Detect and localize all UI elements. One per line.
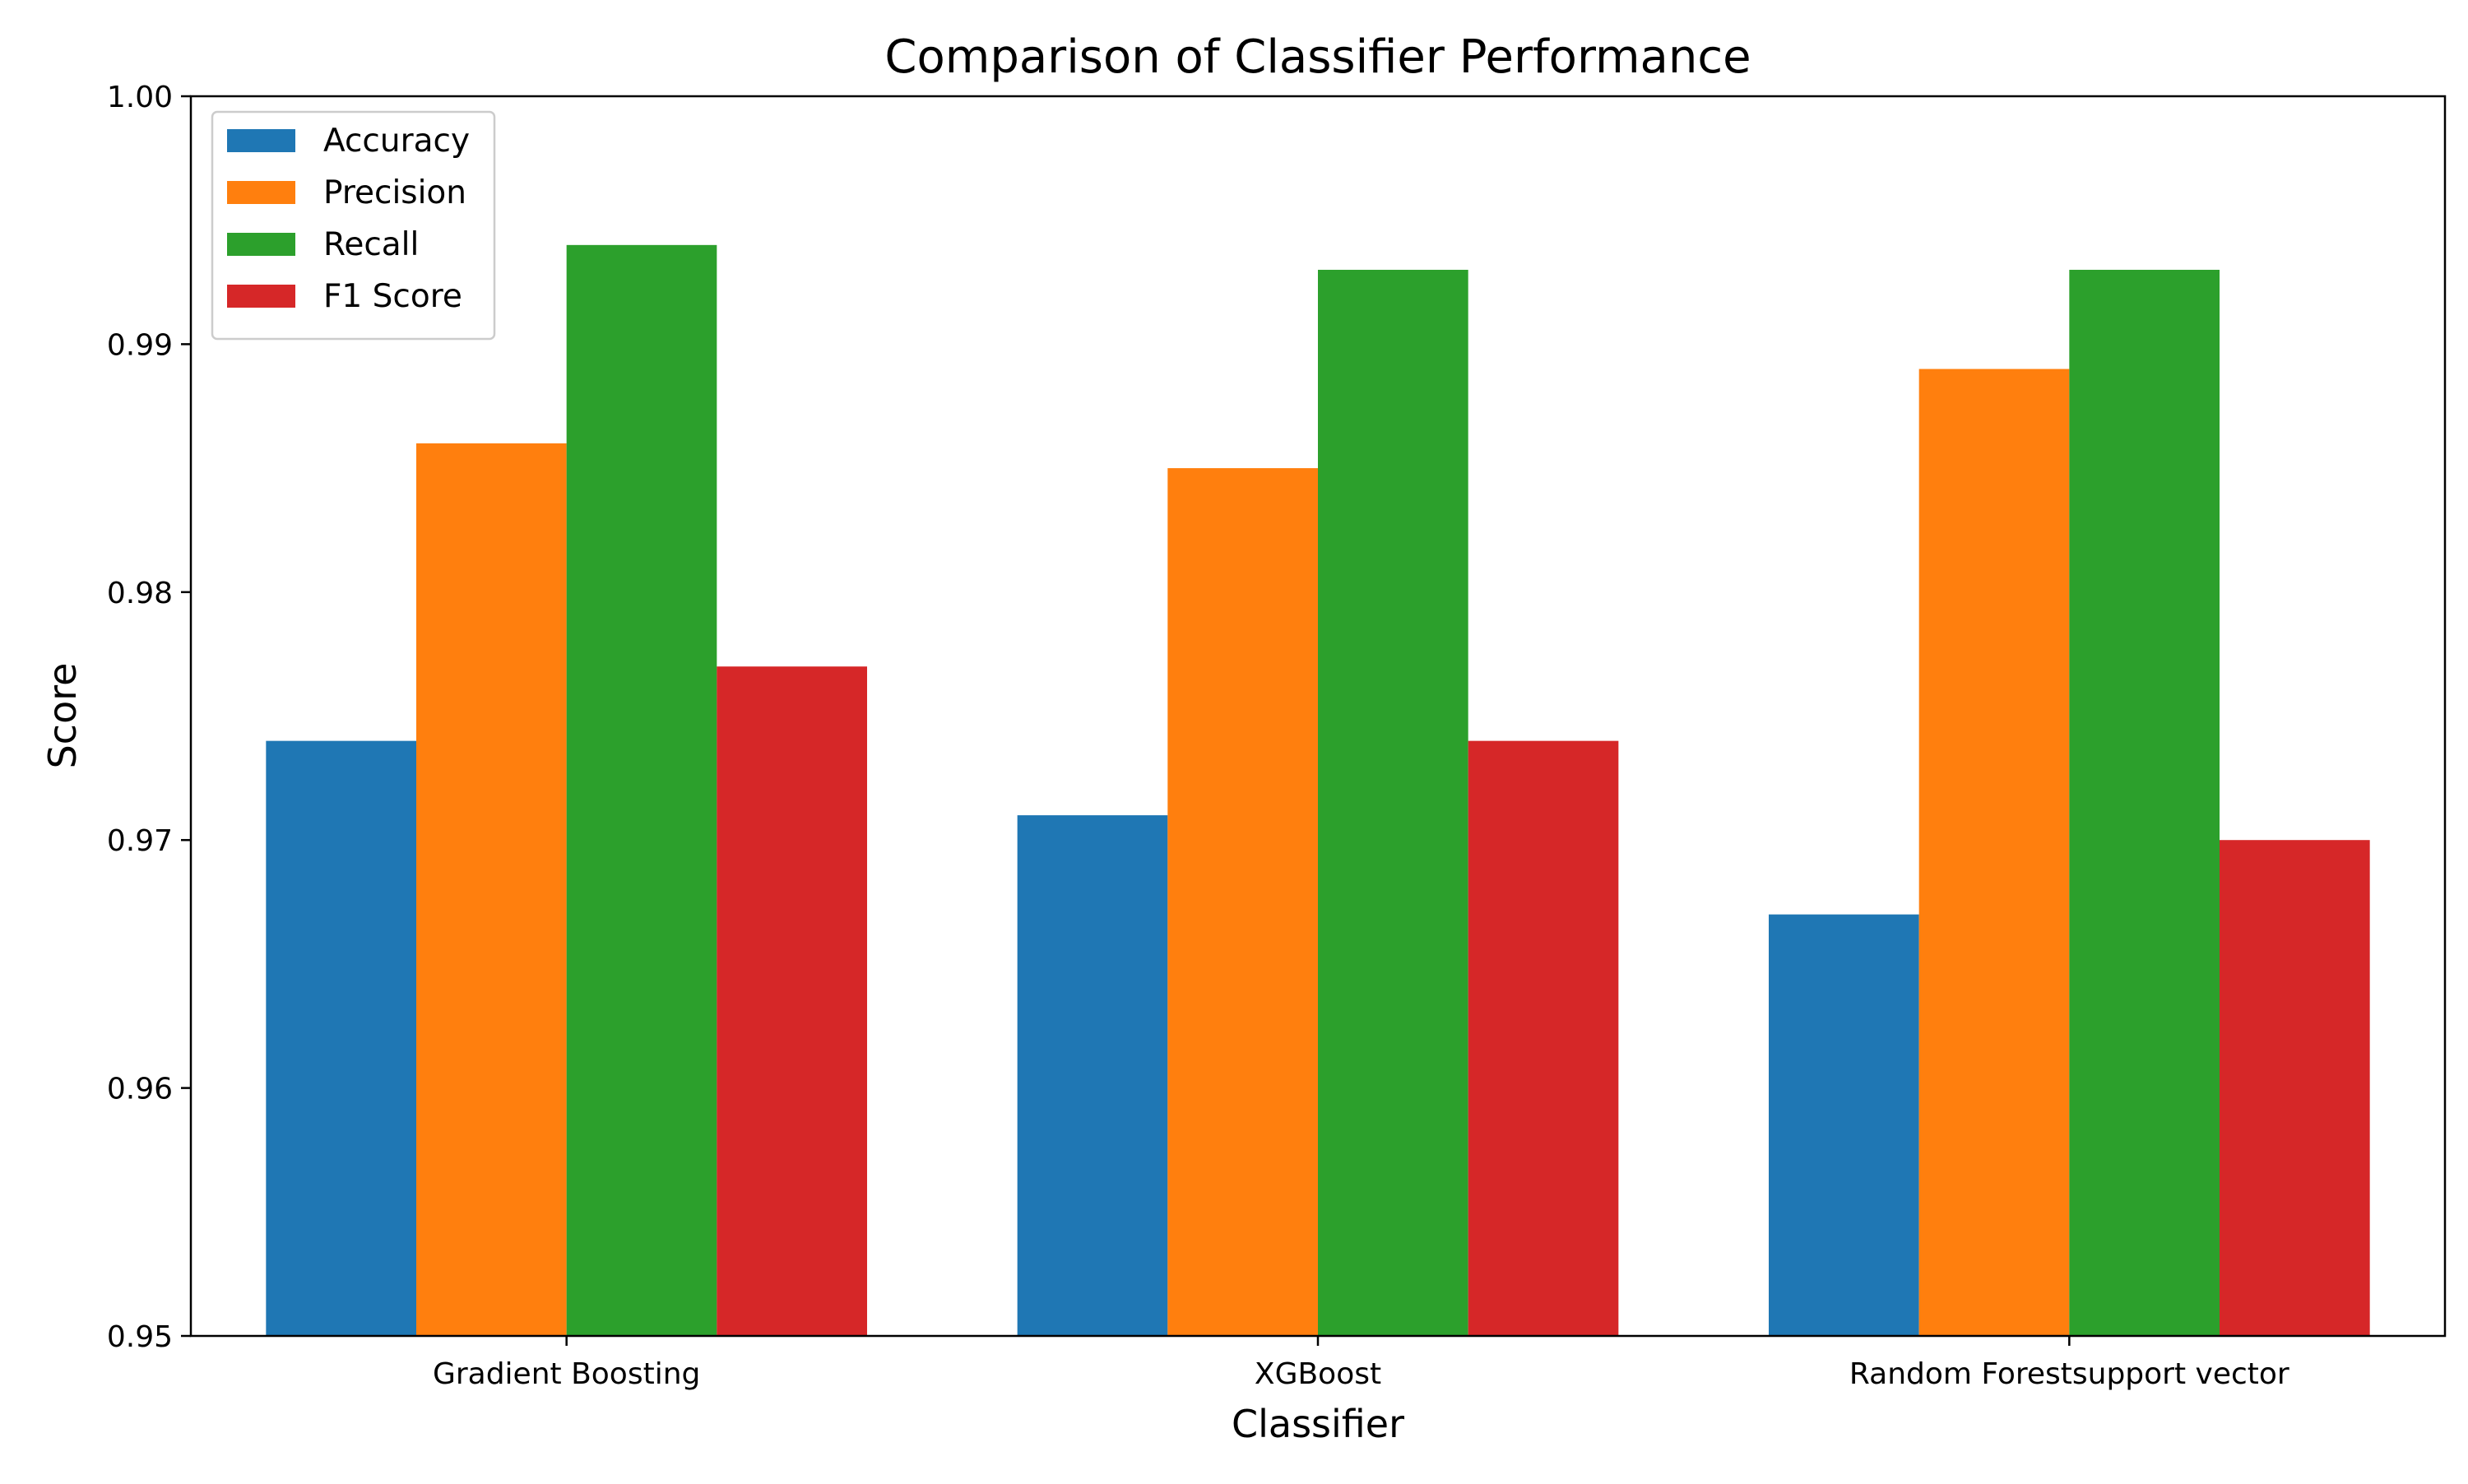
legend-swatch-precision <box>227 181 295 204</box>
bar-f1-score <box>2220 840 2370 1336</box>
y-tick-label: 0.99 <box>107 328 173 362</box>
bar-recall <box>1318 269 1468 1337</box>
legend: Accuracy Precision Recall F1 Score <box>211 110 496 341</box>
x-tick-label: Gradient Boosting <box>433 1357 700 1391</box>
y-tick-label: 0.95 <box>107 1320 173 1354</box>
legend-label-f1-score: F1 Score <box>323 278 462 315</box>
bar-precision <box>416 443 567 1337</box>
bar-precision <box>1918 369 2070 1336</box>
bar-f1-score <box>1468 740 1619 1336</box>
bar-recall <box>2069 269 2220 1337</box>
bars-layer <box>266 244 2370 1337</box>
y-tick-label: 1.00 <box>107 81 173 114</box>
y-tick-label: 0.96 <box>107 1073 173 1106</box>
bar-accuracy <box>1017 815 1168 1336</box>
bar-f1-score <box>717 666 867 1336</box>
legend-label-precision: Precision <box>323 174 466 211</box>
legend-swatch-accuracy <box>227 129 295 152</box>
x-axis-title: Classifier <box>1232 1402 1404 1446</box>
bar-precision <box>1167 468 1318 1336</box>
bar-accuracy <box>266 740 416 1336</box>
x-tick-label: XGBoost <box>1255 1357 1381 1391</box>
legend-box <box>211 110 496 341</box>
y-tick-label: 0.97 <box>107 824 173 858</box>
legend-swatch-f1-score <box>227 285 295 308</box>
x-tick-label: Random Forestsupport vector <box>1849 1357 2289 1391</box>
bar-recall <box>566 244 717 1337</box>
legend-label-accuracy: Accuracy <box>323 123 470 160</box>
bar-accuracy <box>1769 914 1919 1336</box>
y-tick-label: 0.98 <box>107 577 173 610</box>
legend-swatch-recall <box>227 233 295 256</box>
y-axis: 0.95 0.96 0.97 0.98 0.99 1.00 <box>107 81 191 1354</box>
y-axis-title: Score <box>40 663 85 769</box>
chart-title: Comparison of Classifier Performance <box>884 30 1751 84</box>
legend-label-recall: Recall <box>323 226 419 263</box>
x-axis: Gradient Boosting XGBoost Random Forestsup… <box>433 1336 2289 1391</box>
